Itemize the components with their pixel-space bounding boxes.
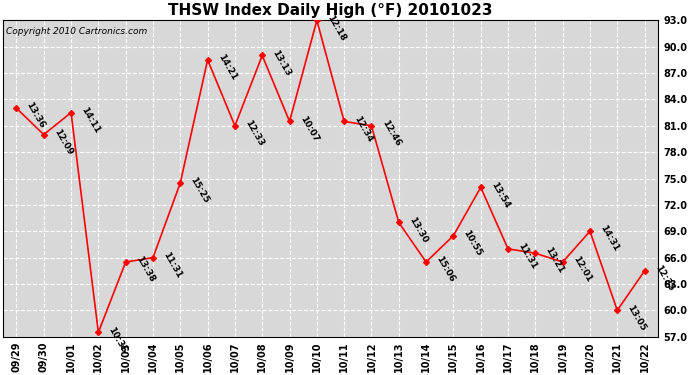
Text: 13:30: 13:30 — [407, 215, 429, 244]
Text: Copyright 2010 Cartronics.com: Copyright 2010 Cartronics.com — [6, 27, 147, 36]
Text: 12:33: 12:33 — [244, 118, 266, 148]
Text: 12:18: 12:18 — [325, 13, 347, 42]
Text: 10:55: 10:55 — [462, 228, 484, 258]
Text: 13:38: 13:38 — [134, 255, 156, 284]
Text: 13:13: 13:13 — [270, 48, 293, 78]
Text: 14:21: 14:21 — [216, 53, 238, 82]
Title: THSW Index Daily High (°F) 20101023: THSW Index Daily High (°F) 20101023 — [168, 3, 493, 18]
Text: 13:54: 13:54 — [489, 180, 511, 210]
Text: 11:31: 11:31 — [161, 251, 184, 280]
Text: 11:31: 11:31 — [516, 242, 538, 271]
Text: 12:46: 12:46 — [380, 118, 402, 148]
Text: 13:36: 13:36 — [25, 101, 47, 130]
Text: 10:36: 10:36 — [107, 325, 129, 354]
Text: 12:09: 12:09 — [52, 127, 75, 157]
Text: 12:01: 12:01 — [571, 255, 593, 284]
Text: 15:06: 15:06 — [435, 255, 457, 284]
Text: 15:25: 15:25 — [188, 176, 210, 205]
Text: 13:05: 13:05 — [626, 303, 648, 332]
Text: 14:31: 14:31 — [598, 224, 620, 254]
Text: 12:35: 12:35 — [653, 264, 675, 293]
Text: 14:11: 14:11 — [79, 105, 101, 135]
Text: 12:34: 12:34 — [353, 114, 375, 144]
Text: 13:21: 13:21 — [544, 246, 566, 275]
Text: 10:07: 10:07 — [298, 114, 320, 143]
